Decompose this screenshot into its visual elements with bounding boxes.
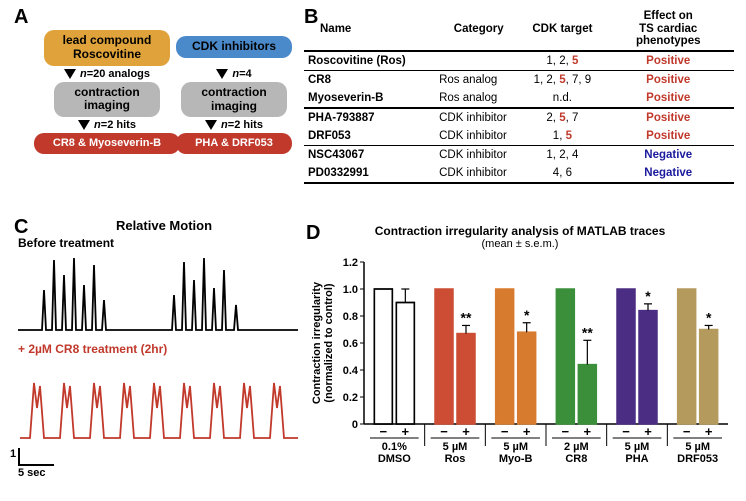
box-contraction-left: contractionimaging [54,82,160,118]
chart-title-1: Contraction irregularity analysis of MAT… [306,224,734,238]
scale-y: 1 [10,448,16,460]
table-row: CR8Ros analog1, 2, 5, 7, 9Positive [304,70,734,89]
svg-text:0.8: 0.8 [343,311,358,323]
svg-text:**: ** [461,309,472,325]
svg-text:−: − [622,424,630,439]
svg-text:0.2: 0.2 [343,392,358,404]
trace-title: Relative Motion [64,218,264,233]
svg-text:*: * [524,306,530,322]
th-name: Name [304,8,435,51]
svg-text:−: − [380,424,388,439]
panel-A-label: A [14,6,28,29]
box-cdk-inhibitors: CDK inhibitors [176,36,292,58]
figure-root: A lead compoundRoscovitine n=20 analogs … [0,0,746,501]
svg-text:5 µM: 5 µM [685,441,710,453]
svg-text:−: − [501,424,509,439]
svg-text:0.6: 0.6 [343,338,358,350]
trace-before [16,250,300,338]
svg-text:CR8: CR8 [565,453,587,465]
svg-text:+: + [584,424,592,439]
svg-text:DMSO: DMSO [378,453,411,465]
svg-text:**: ** [582,324,593,340]
flow-left: lead compoundRoscovitine n=20 analogs co… [34,30,180,154]
box-contraction-right: contractionimaging [181,82,287,118]
svg-text:0.1%: 0.1% [382,441,407,453]
svg-text:1.2: 1.2 [343,257,358,269]
svg-text:0.4: 0.4 [343,365,359,377]
bar-chart: 0 0.2 0.4 0.6 0.8 1.0 1.2 Contraction irregular… [306,252,734,482]
after-label: + 2µM CR8 treatment (2hr) [18,342,167,356]
th-target: CDK target [522,8,602,51]
th-category: Category [435,8,522,51]
svg-text:−: − [440,424,448,439]
trace-after [16,358,300,446]
arrow-right-1: n=4 [216,68,251,80]
svg-text:Myo-B: Myo-B [499,453,533,465]
arrow-left-2: n=2 hits [78,119,136,131]
arrow-left-1: n=20 analogs [64,68,150,80]
svg-text:Contraction irregularity(norma: Contraction irregularity(normalized to c… [311,281,335,404]
scale-x: 5 sec [18,467,54,479]
svg-text:5 µM: 5 µM [443,441,468,453]
table-row: NSC43067CDK inhibitor1, 2, 4Negative [304,145,734,164]
svg-text:5 µM: 5 µM [503,441,528,453]
svg-text:+: + [462,424,470,439]
compound-table: Name Category CDK target Effect onTS car… [304,8,734,184]
svg-text:DRF053: DRF053 [677,453,718,465]
svg-text:Ros: Ros [445,453,466,465]
table-row: Myoseverin-BRos analogn.d.Positive [304,89,734,108]
svg-text:PHA: PHA [625,453,648,465]
panel-C: Relative Motion Before treatment + 2µM C… [14,218,304,488]
table-head: Name Category CDK target Effect onTS car… [304,8,734,51]
svg-text:+: + [402,424,410,439]
before-label: Before treatment [18,236,114,250]
svg-text:+: + [705,424,713,439]
table-row: PD0332991CDK inhibitor4, 6Negative [304,164,734,183]
flow-right: CDK inhibitors n=4 contractionimaging n=… [176,30,292,154]
svg-text:+: + [523,424,531,439]
table-row: PHA-793887CDK inhibitor2, 5, 7Positive [304,108,734,127]
panel-B: Name Category CDK target Effect onTS car… [304,8,734,184]
panel-D: Contraction irregularity analysis of MAT… [306,224,734,492]
box-lead-compound: lead compoundRoscovitine [44,30,170,66]
box-cr8-myo: CR8 & Myoseverin-B [34,133,180,154]
table-row: Roscovitine (Ros)1, 2, 5Positive [304,51,734,71]
box-pha-drf: PHA & DRF053 [176,133,292,154]
table-body: Roscovitine (Ros)1, 2, 5PositiveCR8Ros a… [304,51,734,183]
svg-text:5 µM: 5 µM [625,441,650,453]
svg-text:+: + [644,424,652,439]
table-row: DRF053CDK inhibitor1, 5Positive [304,127,734,146]
svg-text:*: * [645,287,651,303]
svg-text:1.0: 1.0 [343,284,358,296]
chart-title-2: (mean ± s.e.m.) [306,238,734,251]
svg-text:*: * [706,309,712,325]
svg-text:−: − [683,424,691,439]
th-effect: Effect onTS cardiac phenotypes [602,8,734,51]
scale-bar: 1 5 sec [18,448,54,479]
svg-text:0: 0 [352,419,358,431]
svg-text:−: − [562,424,570,439]
arrow-right-2: n=2 hits [205,119,263,131]
svg-text:2 µM: 2 µM [564,441,589,453]
